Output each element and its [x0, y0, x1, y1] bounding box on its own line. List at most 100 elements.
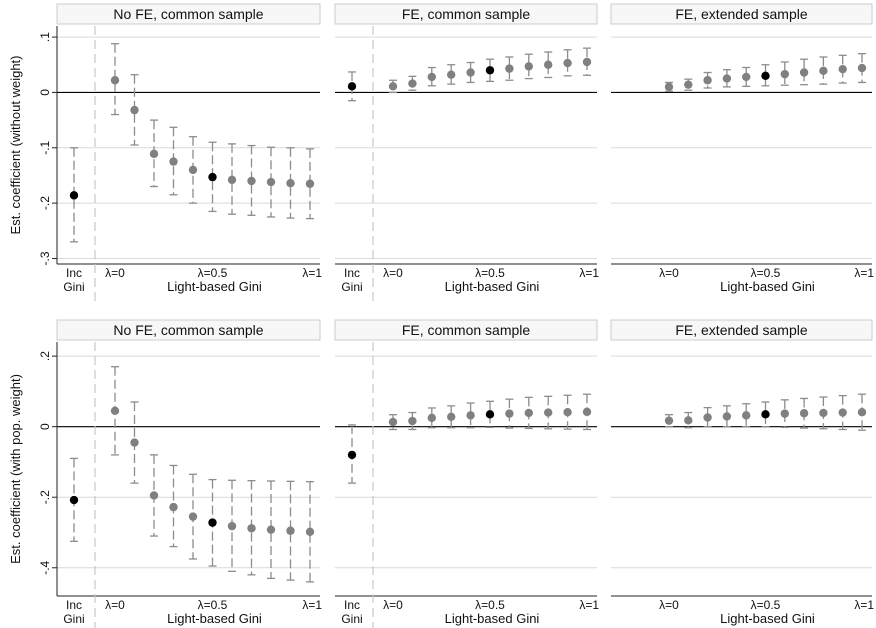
facet-title: FE, common sample: [402, 322, 531, 338]
lambda-0.5-point: [208, 172, 217, 182]
x-tick-label: λ=0: [105, 598, 125, 612]
lambda-0.1-point: [684, 80, 693, 89]
facet-title: FE, extended sample: [675, 6, 808, 22]
lambda-0.4-point: [466, 411, 475, 420]
lambda-0.4-point: [188, 512, 198, 521]
x-tick-label: λ=0.5: [475, 266, 505, 280]
lambda-0.6-point: [780, 409, 789, 418]
lambda-1-point: [857, 63, 867, 73]
lambda-0.4-point: [742, 411, 751, 420]
y-tick-label: -.2: [38, 490, 52, 504]
y-tick-label: 0: [38, 89, 52, 96]
x-tick-label-inc: Gini: [341, 280, 362, 294]
x-tick-label: λ=1: [854, 266, 874, 280]
x-tick-label: λ=0.5: [751, 266, 781, 280]
y-tick-label: .2: [38, 351, 52, 361]
y-tick-label: .1: [38, 32, 52, 42]
lambda-0.8-point: [819, 408, 828, 418]
lambda-0.8-point: [266, 177, 276, 187]
x-tick-label: λ=0.5: [751, 598, 781, 612]
lambda-0.1-point: [130, 438, 139, 447]
x-axis-title: Light-based Gini: [720, 279, 815, 294]
x-axis-title: Light-based Gini: [167, 279, 262, 294]
lambda-0.5-point: [208, 518, 217, 527]
lambda-0.7-point: [799, 68, 809, 77]
facet-title: FE, common sample: [402, 6, 531, 22]
x-tick-label: λ=0.5: [198, 598, 228, 612]
y-axis-title: Est. coefficient (with pop. weight): [8, 374, 23, 564]
facet-title: No FE, common sample: [113, 6, 263, 22]
x-tick-label: λ=0: [383, 598, 403, 612]
lambda-0.3-point: [722, 412, 732, 421]
x-tick-label: λ=1: [302, 266, 322, 280]
lambda-0.7-point: [799, 409, 809, 418]
lambda-0-point: [388, 417, 398, 427]
x-tick-label-inc: Gini: [63, 280, 84, 294]
y-tick-label: -.3: [38, 251, 52, 265]
lambda-0.7-point: [247, 524, 256, 533]
lambda-0-point: [388, 82, 398, 91]
facet-strip: [334, 3, 598, 25]
lambda-0.2-point: [703, 76, 712, 85]
x-tick-label-inc: Inc: [344, 266, 360, 280]
lambda-0.1-point: [130, 105, 139, 115]
lambda-0.2-point: [427, 72, 436, 82]
lambda-0.6-point: [227, 175, 237, 185]
panel-top-left: No FE, common sample .1 0 -.1 -.2 -.3 Est. coe…: [8, 3, 322, 304]
lambda-0.5-point: [761, 410, 770, 419]
x-tick-label-inc: Gini: [63, 612, 84, 626]
x-tick-label-inc: Inc: [344, 598, 360, 612]
x-axis-title: Light-based Gini: [445, 611, 540, 626]
lambda-0.2-point: [703, 413, 712, 422]
y-tick-label: -.1: [38, 140, 52, 154]
lambda-0.8-point: [819, 66, 828, 76]
x-tick-label: λ=1: [579, 266, 599, 280]
facet-strip: [334, 319, 598, 341]
x-tick-label-inc: Inc: [66, 266, 82, 280]
x-axis-title: Light-based Gini: [167, 611, 262, 626]
lambda-0-point: [110, 76, 120, 85]
y-axis-title: Est. coefficient (without weight): [8, 56, 23, 235]
lambda-1-point: [857, 408, 867, 417]
lambda-1-point: [582, 407, 592, 417]
y-tick-label: -.4: [38, 560, 52, 574]
lambda-0.5-point: [761, 71, 770, 81]
lambda-0.9-point: [286, 178, 295, 188]
lambda-0.8-point: [544, 60, 553, 69]
lambda-1-point: [582, 57, 592, 67]
lambda-0.3-point: [169, 502, 178, 512]
x-tick-label-inc: Gini: [341, 612, 362, 626]
lambda-0.9-point: [563, 408, 572, 417]
facet-title: No FE, common sample: [113, 322, 263, 338]
x-tick-label: λ=0: [659, 598, 679, 612]
y-tick-label: 0: [38, 423, 52, 430]
x-tick-label: λ=1: [302, 598, 322, 612]
lambda-0.4-point: [742, 72, 751, 82]
facet-strip: [610, 319, 873, 341]
x-axis-title: Light-based Gini: [720, 611, 815, 626]
lambda-0.1-point: [408, 79, 417, 88]
lambda-0.9-point: [563, 58, 572, 68]
x-tick-label: λ=0: [659, 266, 679, 280]
panel-bottom-left: No FE, common sample .2 0 -.2 -.4 Est. coeffi…: [8, 319, 322, 628]
lambda-0.9-point: [838, 408, 847, 417]
x-tick-label: λ=0: [383, 266, 403, 280]
panel-top-right: FE, extended sample λ=0 λ=0.5 λ=1 Light-base…: [610, 3, 874, 294]
lambda-0.9-point: [286, 526, 295, 535]
inc-gini-point: [347, 450, 357, 460]
facet-title: FE, extended sample: [675, 322, 808, 338]
lambda-0.5-point: [485, 66, 495, 75]
lambda-0.3-point: [447, 412, 456, 421]
lambda-0.2-point: [149, 491, 159, 500]
x-tick-label-inc: Inc: [66, 598, 82, 612]
y-tick-label: -.2: [38, 196, 52, 210]
x-tick-label: λ=0.5: [475, 598, 505, 612]
lambda-0.2-point: [427, 413, 436, 423]
lambda-0.4-point: [466, 68, 475, 77]
lambda-0.1-point: [408, 416, 417, 426]
x-tick-label: λ=0: [105, 266, 125, 280]
lambda-0.3-point: [169, 157, 178, 166]
panel-bottom-right: FE, extended sample λ=0 λ=0.5 λ=1 Light-base…: [610, 319, 874, 626]
